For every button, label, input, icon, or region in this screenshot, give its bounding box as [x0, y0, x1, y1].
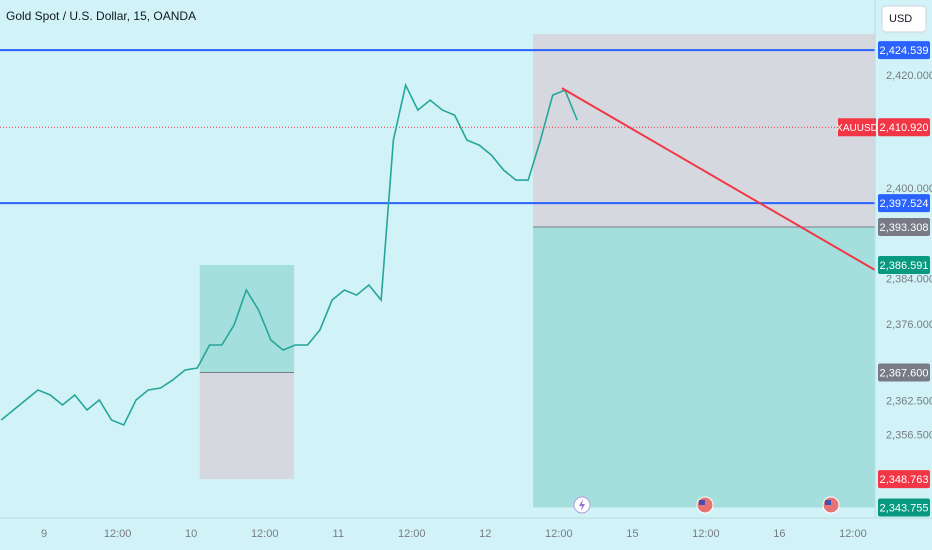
x-tick-label: 12:00: [104, 528, 132, 540]
x-tick-label: 9: [41, 528, 47, 540]
price-label: 2,410.920: [880, 122, 929, 134]
price-label-bg: [878, 118, 930, 137]
price-label-bg: [878, 194, 930, 213]
price-label: 2,393.308: [880, 222, 929, 234]
x-tick-label: 12:00: [251, 528, 279, 540]
price-label-bg: [878, 41, 930, 60]
y-tick-label: 2,384.000: [886, 274, 932, 286]
target-zone: [199, 264, 295, 373]
x-tick-label: 12:00: [398, 528, 426, 540]
price-label-bg: [878, 255, 930, 274]
x-tick-label: 11: [333, 528, 344, 540]
chart-title: Gold Spot / U.S. Dollar, 15, OANDA: [6, 9, 196, 23]
stop-zone: [533, 33, 875, 227]
price-line: [0, 82, 578, 427]
y-tick-label: 2,420.000: [886, 70, 932, 82]
x-tick-label: 12:00: [545, 528, 573, 540]
price-label-bg: [878, 498, 930, 517]
price-label-bg: [878, 363, 930, 382]
y-tick-label: 2,376.000: [886, 319, 932, 331]
x-tick-label: 12: [479, 528, 491, 540]
y-tick-label: 2,356.500: [886, 429, 932, 441]
x-tick-label: 10: [185, 528, 197, 540]
plot-area: [0, 33, 876, 508]
x-tick-label: 16: [773, 528, 785, 540]
price-label: 2,424.539: [880, 45, 929, 57]
event-icon-glyph: [579, 499, 585, 511]
price-label-bg: [878, 217, 930, 236]
x-tick-label: 12:00: [839, 528, 867, 540]
price-label: 2,386.591: [880, 260, 929, 272]
target-zone: [533, 226, 875, 508]
event-icon-glyph: [699, 500, 705, 505]
price-label: 2,367.600: [880, 367, 929, 379]
trend-line: [561, 87, 876, 271]
x-tick-label: 15: [626, 528, 638, 540]
price-label: 2,397.524: [880, 198, 929, 210]
price-axis: 2,367.600 2,386.591 2,348.763 2,393.308 2,34…: [836, 41, 932, 517]
x-tick-label: 12:00: [692, 528, 720, 540]
currency-button-label[interactable]: USD: [889, 13, 912, 25]
event-icon-glyph: [825, 500, 831, 505]
price-label: 2,343.755: [880, 502, 929, 514]
price-label-bg: [878, 470, 930, 489]
y-tick-label: 2,362.500: [886, 395, 932, 407]
stop-zone: [199, 372, 295, 480]
symbol-tag-bg: [838, 118, 876, 137]
symbol-tag: XAUUSD: [836, 123, 878, 134]
price-label: 2,348.763: [880, 474, 929, 486]
currency-button[interactable]: [881, 5, 927, 33]
y-tick-label: 2,400.000: [886, 183, 932, 195]
event-icons: [573, 496, 840, 514]
